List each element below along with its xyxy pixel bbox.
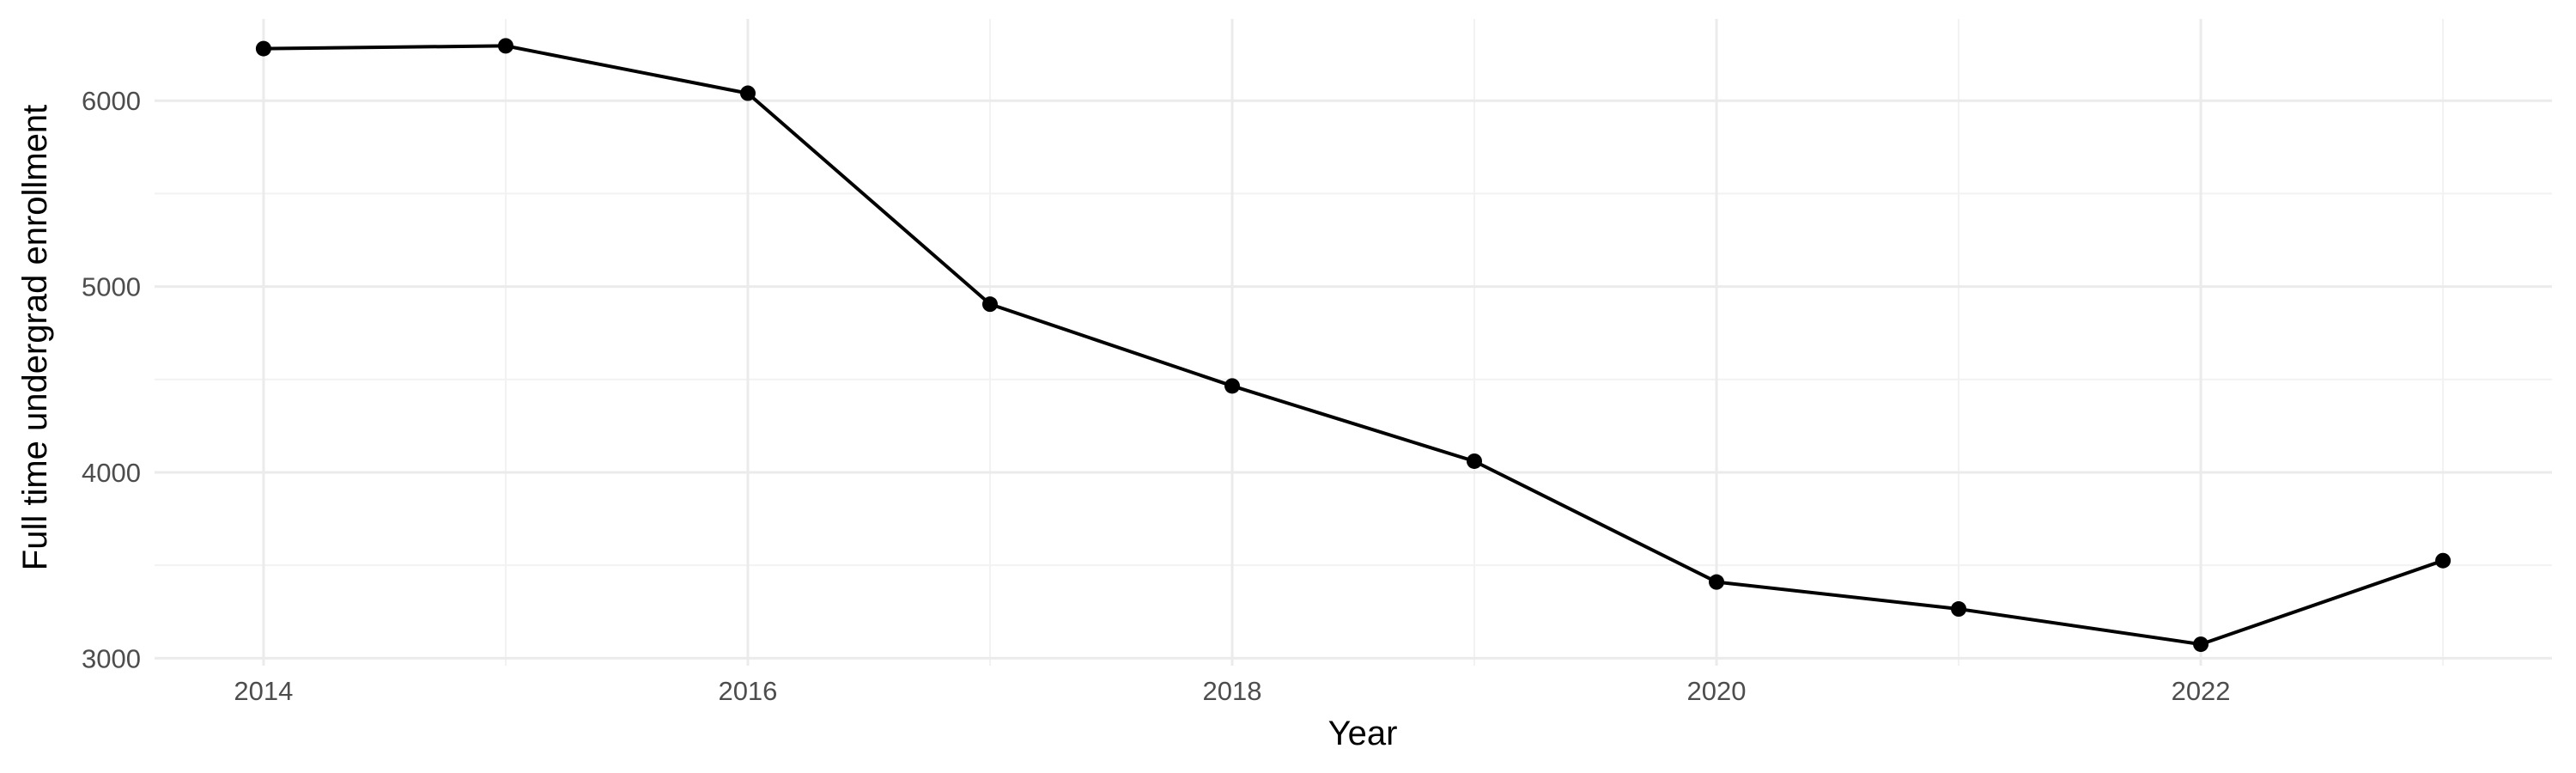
x-tick-label: 2018	[1203, 676, 1262, 706]
data-point	[1709, 574, 1725, 590]
x-axis-tick-labels: 2014 2016 2018 2020 2022	[234, 676, 2230, 706]
data-point	[1951, 601, 1967, 618]
data-point	[2193, 636, 2209, 653]
data-point	[255, 40, 271, 57]
data-point	[981, 296, 998, 313]
data-point	[739, 85, 756, 101]
y-tick-label: 6000	[82, 86, 141, 116]
x-tick-label: 2020	[1687, 676, 1747, 706]
data-point	[2435, 552, 2451, 569]
grid	[155, 19, 2552, 666]
y-tick-label: 5000	[82, 272, 141, 302]
data-point	[497, 38, 513, 54]
data-point	[1224, 378, 1240, 394]
series	[255, 38, 2451, 653]
y-tick-label: 4000	[82, 458, 141, 488]
y-axis-title: Full time undergrad enrollment	[16, 105, 54, 570]
x-axis-title: Year	[1328, 715, 1398, 752]
y-tick-label: 3000	[82, 643, 141, 673]
y-axis-tick-labels: 3000 4000 5000 6000	[82, 86, 141, 673]
data-point	[1467, 453, 1483, 469]
series-line	[263, 44, 2444, 647]
x-tick-label: 2022	[2172, 676, 2231, 706]
x-tick-label: 2014	[234, 676, 293, 706]
x-tick-label: 2016	[718, 676, 777, 706]
